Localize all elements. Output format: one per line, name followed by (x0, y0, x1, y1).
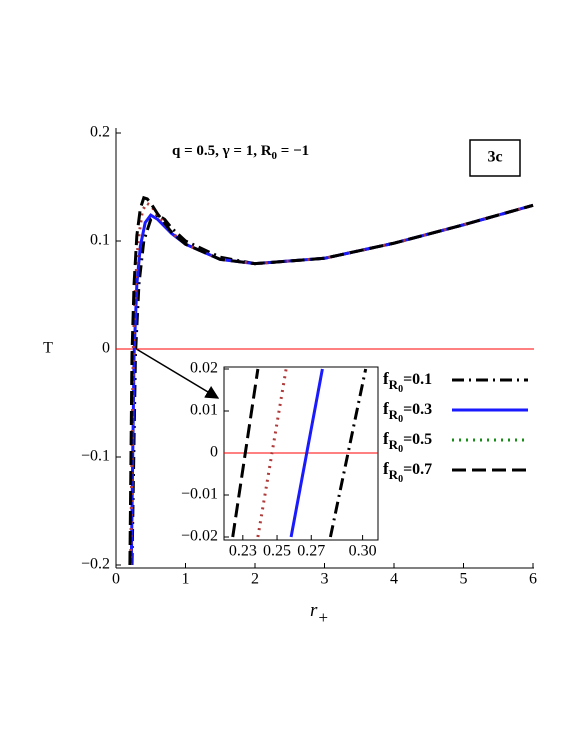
x-tick-label: 6 (529, 571, 537, 588)
legend-label: fR0=0.3 (383, 399, 432, 425)
y-tick-label: 0 (210, 444, 218, 461)
zoom-arrow (132, 346, 220, 399)
y-tick-label: −0.01 (181, 486, 218, 503)
y-tick-label: 0 (102, 340, 110, 357)
y-tick-label: 0.01 (190, 402, 218, 419)
annotation: q = 0.5, γ = 1, R0 = −1 (172, 143, 309, 161)
legend-label: fR0=0.5 (383, 429, 432, 455)
curve (328, 368, 368, 538)
x-tick-label: 0.25 (263, 543, 291, 560)
y-tick-label: −0.1 (81, 448, 110, 465)
y-tick-label: −0.02 (181, 528, 218, 545)
x-tick-label: 3 (321, 571, 329, 588)
x-tick-label: 0.30 (349, 543, 377, 560)
legend-label: fR0=0.1 (383, 369, 432, 395)
x-tick-label: 5 (460, 571, 468, 588)
curve (231, 368, 260, 538)
plot-label: 3c (487, 149, 502, 166)
curve (128, 195, 534, 566)
y-tick-label: 0.2 (90, 124, 110, 141)
x-tick-label: 0 (112, 571, 120, 588)
x-tick-label: 2 (251, 571, 259, 588)
x-tick-label: 4 (390, 571, 398, 588)
x-tick-label: 0.27 (297, 543, 325, 560)
curve (129, 201, 534, 566)
y-tick-label: −0.2 (81, 556, 110, 573)
y-tick-label: 0.02 (190, 360, 218, 377)
curve (256, 368, 288, 538)
y-tick-label: 0.1 (90, 232, 110, 249)
x-tick-label: 1 (182, 571, 190, 588)
legend-label: fR0=0.7 (383, 459, 432, 485)
curve (289, 368, 324, 538)
x-tick-label: 0.23 (229, 543, 257, 560)
y-axis-label: T (43, 340, 53, 357)
label-box (469, 139, 521, 177)
x-axis-label: r+ (310, 600, 329, 627)
